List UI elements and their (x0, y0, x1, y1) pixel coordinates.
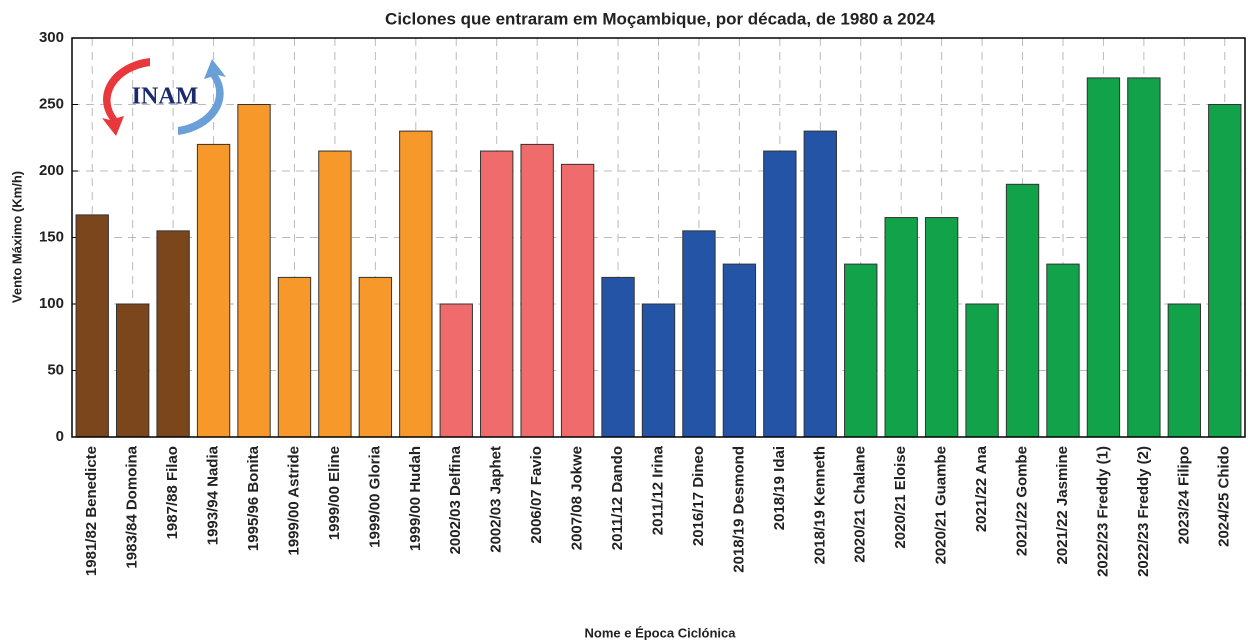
plot-frame (71, 37, 1246, 438)
bar (884, 217, 918, 438)
y-tick-label: 200 (39, 162, 64, 179)
bar (1086, 77, 1121, 438)
x-tick-label: 2020/21 Eloise (892, 446, 909, 549)
logo-arrow-red (102, 58, 150, 136)
bar (520, 143, 554, 438)
x-tick-label: 2022/23 Freddy (1) (1094, 446, 1111, 577)
y-tick-label: 50 (47, 361, 64, 378)
y-tick-label: 100 (39, 295, 64, 312)
y-tick-label: 0 (56, 428, 64, 445)
logo-arrow-blue (178, 59, 226, 135)
x-tick-label: 2011/12 Dando (609, 446, 626, 550)
bar (480, 150, 514, 438)
bar (641, 303, 676, 438)
bar (1127, 77, 1161, 438)
bar (722, 263, 757, 438)
bar (318, 150, 352, 438)
bar (439, 303, 473, 438)
bar (924, 217, 959, 438)
x-tick-label: 2020/21 Chalane (852, 446, 869, 563)
bar (75, 214, 109, 438)
x-tick-label: 2016/17 Dineo (690, 446, 707, 546)
bar (844, 263, 878, 438)
x-tick-label: 2021/22 Gombe (1014, 446, 1031, 556)
logo: INAM (102, 58, 226, 136)
x-tick-label: 2022/23 Freddy (2) (1135, 446, 1152, 577)
bar (965, 303, 999, 438)
x-tick-label: 2002/03 Delfina (447, 445, 464, 554)
x-tick-label: 1999/00 Astride (285, 446, 302, 556)
x-tick-label: 2018/19 Desmond (730, 446, 747, 573)
x-tick-label: 2024/25 Chido (1216, 446, 1233, 547)
bar (237, 104, 271, 438)
bar (560, 163, 595, 438)
x-tick-label: 2011/12 Irina (649, 445, 666, 535)
bar (156, 230, 190, 438)
bar (115, 303, 150, 438)
y-tick-label: 150 (39, 228, 64, 245)
x-tick-label: 2021/22 Ana (973, 445, 990, 532)
x-tick-label: 1995/96 Bonita (245, 445, 262, 551)
bar (1046, 263, 1080, 438)
x-tick-label: 1981/82 Benedicte (83, 446, 100, 576)
bar (358, 276, 393, 438)
bar (196, 143, 231, 438)
x-tick-label: 2002/03 Japhet (488, 446, 505, 553)
bar (1005, 183, 1040, 438)
x-tick-label: 2007/08 Jokwe (569, 446, 586, 550)
x-tick-label: 1999/00 Gloria (366, 445, 383, 547)
logo-text: INAM (132, 84, 199, 110)
x-tick-label: 1993/94 Nadia (205, 445, 222, 545)
x-tick-label: 1999/00 Eline (326, 446, 343, 540)
y-tick-label: 300 (39, 29, 64, 46)
x-tick-label: 2021/22 Jasmine (1054, 446, 1071, 564)
y-tick-label: 250 (39, 95, 64, 112)
bar (763, 150, 797, 438)
x-tick-label: 2020/21 Guambe (933, 446, 950, 564)
x-tick-label: 2018/19 Idai (771, 446, 788, 530)
x-tick-label: 2018/19 Kenneth (811, 446, 828, 564)
bar (1208, 104, 1242, 438)
x-tick-label: 1983/84 Domoina (124, 445, 141, 568)
x-tick-label: 2023/24 Filipo (1175, 446, 1192, 544)
x-axis-label: Nome e Época Ciclónica (585, 625, 737, 640)
x-tick-label: 1999/00 Hudah (407, 446, 424, 551)
x-tick-label: 1987/88 Filao (164, 446, 181, 539)
y-axis-label: Vento Máximo (Km/h) (9, 171, 24, 303)
bar (277, 276, 312, 438)
bar (399, 130, 433, 438)
bar (601, 276, 635, 438)
x-tick-label: 2006/07 Favio (528, 446, 545, 544)
bar (682, 230, 716, 438)
chart-title: Ciclones que entraram em Moçambique, por… (385, 9, 935, 28)
bar (803, 130, 837, 438)
bar (1167, 303, 1202, 438)
